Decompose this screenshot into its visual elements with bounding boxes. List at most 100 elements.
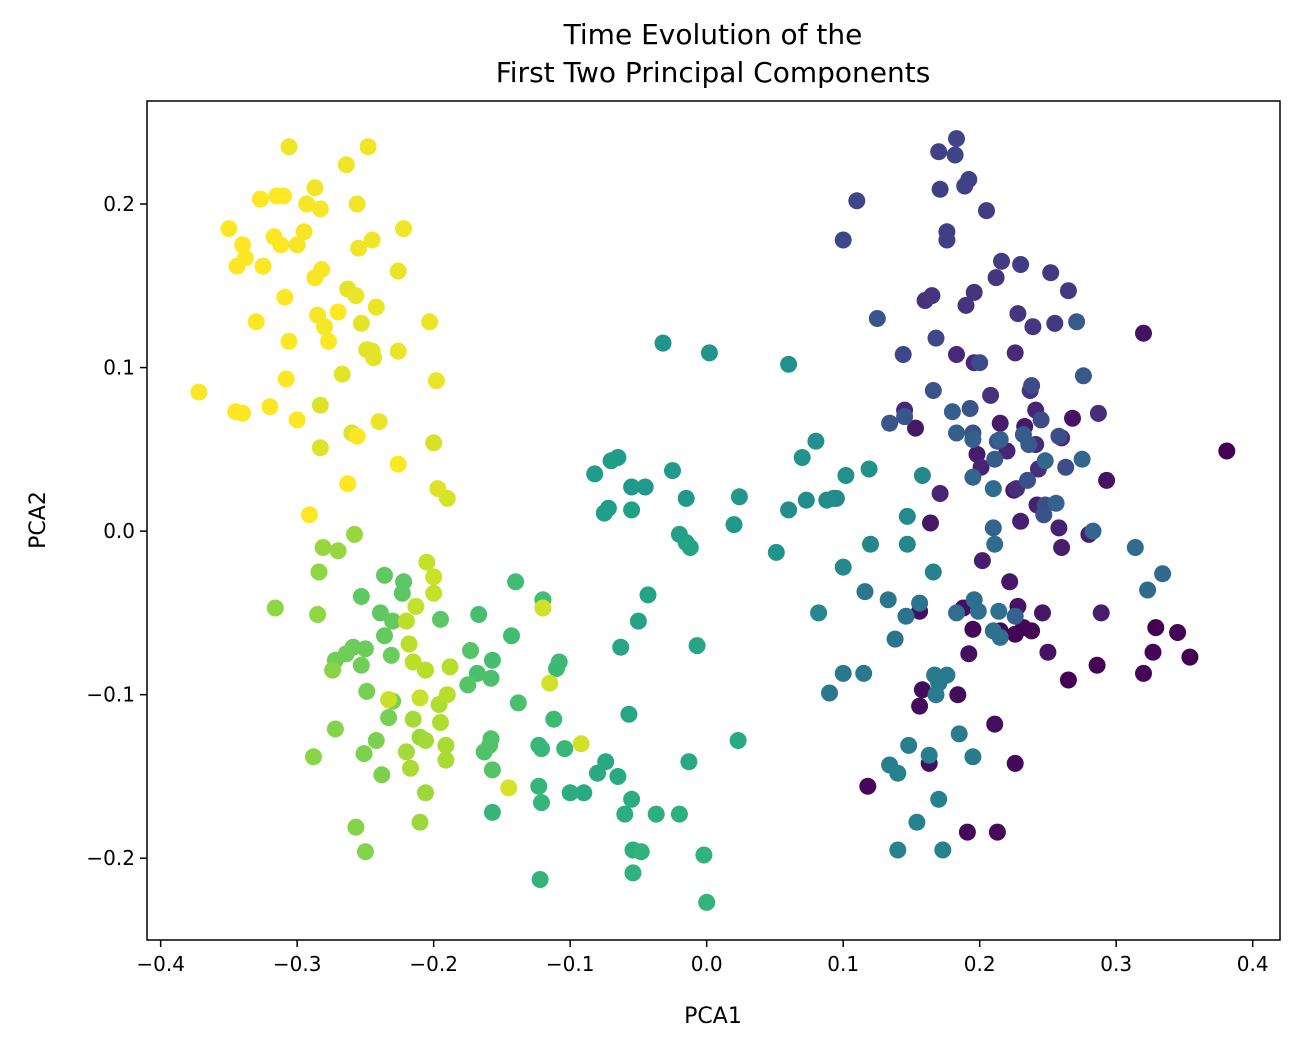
data-point-313	[306, 179, 324, 197]
data-point-325	[251, 190, 269, 208]
data-point-43	[1012, 512, 1030, 530]
data-point-198	[647, 805, 665, 823]
data-point-310	[337, 156, 355, 174]
data-point-163	[837, 467, 855, 484]
data-point-137	[938, 666, 956, 684]
data-point-129	[886, 630, 904, 648]
data-point-301	[389, 342, 407, 360]
data-point-153	[810, 604, 828, 622]
data-point-299	[347, 287, 365, 305]
data-point-20	[949, 686, 967, 704]
data-point-334	[276, 288, 294, 306]
data-point-30	[1001, 573, 1019, 591]
data-point-119	[984, 480, 1002, 498]
data-point-77	[960, 171, 978, 188]
x-tick-label-1: −0.3	[273, 952, 322, 976]
data-point-108	[991, 431, 1009, 448]
data-point-286	[500, 779, 518, 797]
data-point-27	[1064, 409, 1081, 427]
data-point-220	[468, 664, 486, 682]
data-point-100	[1068, 313, 1086, 331]
data-point-133	[834, 664, 852, 682]
data-point-329	[254, 257, 272, 275]
data-point-241	[352, 656, 370, 674]
data-point-189	[729, 732, 747, 749]
data-point-236	[376, 627, 393, 645]
data-point-194	[575, 784, 593, 802]
data-point-225	[481, 736, 499, 754]
data-point-323	[329, 303, 347, 321]
x-tick-label-6: 0.2	[964, 952, 996, 976]
data-point-190	[680, 753, 698, 771]
data-point-316	[288, 236, 306, 254]
data-point-166	[767, 543, 785, 561]
data-point-275	[400, 635, 418, 653]
data-point-83	[894, 346, 912, 363]
data-point-187	[688, 637, 706, 655]
data-point-14	[958, 823, 976, 841]
data-point-109	[1047, 494, 1065, 512]
data-point-40	[1092, 604, 1110, 622]
data-point-218	[483, 651, 501, 669]
data-point-176	[609, 449, 627, 466]
data-point-138	[927, 686, 945, 704]
data-point-7	[1059, 671, 1077, 689]
data-point-258	[314, 539, 332, 556]
data-point-253	[324, 661, 342, 679]
data-point-343	[348, 427, 366, 445]
data-point-70	[1012, 256, 1030, 273]
data-point-162	[780, 355, 798, 373]
data-point-228	[462, 642, 479, 659]
data-point-285	[572, 735, 590, 753]
data-point-13	[988, 823, 1006, 841]
chart-title-line-1: Time Evolution of the	[563, 18, 863, 51]
data-point-319	[313, 261, 331, 278]
data-point-3	[1147, 619, 1165, 637]
data-point-277	[407, 597, 425, 615]
data-point-248	[355, 745, 373, 763]
data-point-208	[483, 803, 501, 821]
data-point-114	[1073, 450, 1091, 468]
data-point-296	[363, 342, 381, 360]
data-point-86	[1023, 377, 1041, 395]
data-point-235	[384, 612, 402, 630]
data-point-333	[220, 220, 238, 238]
data-point-303	[421, 313, 439, 331]
data-point-151	[862, 535, 879, 553]
data-point-192	[589, 764, 606, 782]
data-point-307	[395, 220, 413, 238]
data-point-152	[834, 558, 852, 576]
data-point-250	[356, 843, 374, 861]
data-point-261	[411, 813, 429, 831]
data-point-219	[470, 606, 488, 623]
x-tick-label-5: 0.1	[827, 952, 859, 976]
data-point-72	[978, 202, 995, 220]
data-point-231	[393, 584, 411, 602]
data-point-130	[879, 591, 897, 609]
data-point-196	[623, 790, 641, 808]
data-point-95	[961, 400, 979, 417]
data-point-61	[923, 287, 941, 305]
data-point-293	[333, 365, 351, 383]
data-point-202	[624, 864, 642, 882]
data-point-282	[411, 689, 429, 707]
data-point-0	[1218, 442, 1236, 460]
data-point-335	[247, 313, 265, 331]
data-point-256	[310, 563, 328, 581]
data-point-6	[1088, 656, 1106, 674]
data-point-120	[986, 535, 1004, 553]
data-point-257	[329, 542, 347, 560]
y-tick-label-4: 0.2	[103, 192, 135, 216]
data-point-180	[623, 501, 641, 519]
data-point-145	[930, 790, 948, 808]
data-point-346	[300, 506, 318, 524]
data-point-159	[797, 491, 815, 509]
data-point-216	[507, 573, 525, 591]
data-point-66	[1024, 318, 1042, 336]
data-point-146	[908, 813, 926, 831]
data-point-104	[986, 450, 1004, 468]
data-point-233	[352, 588, 370, 605]
data-point-292	[311, 396, 329, 414]
